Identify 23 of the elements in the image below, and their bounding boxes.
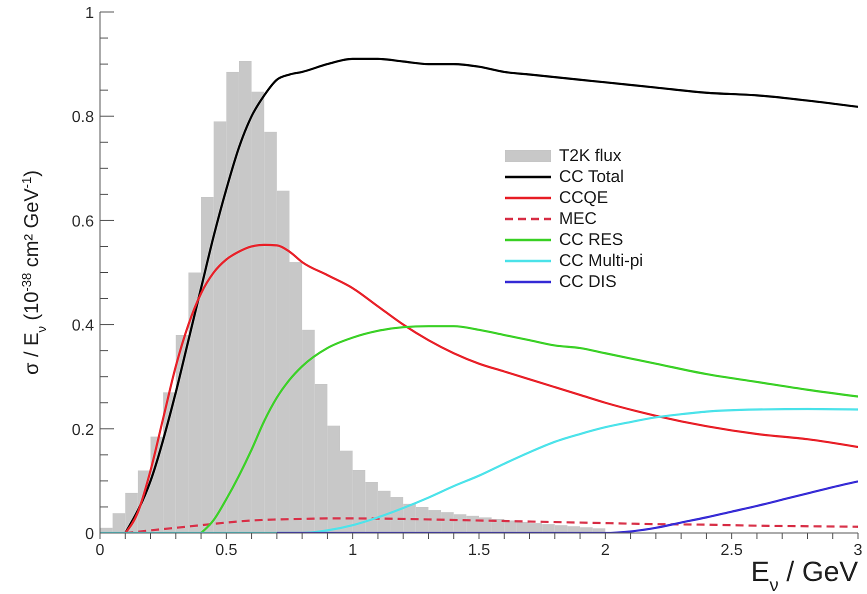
y-tick-label: 0.2	[72, 422, 94, 439]
y-tick-label: 0	[85, 526, 94, 543]
line-series	[200, 325, 858, 533]
x-tick-label: 0	[96, 542, 105, 559]
line-series	[276, 480, 858, 533]
x-tick-label: 1	[348, 542, 358, 559]
legend-label: CC Total	[559, 166, 624, 187]
y-tick-label: 1	[85, 5, 94, 22]
x-tick-label: 2.5	[720, 542, 743, 559]
x-tick-label: 3	[854, 542, 863, 559]
legend-label: MEC	[559, 208, 597, 229]
y-tick-label: 0.6	[72, 213, 94, 230]
legend-label: CCQE	[559, 187, 608, 208]
legend-label: CC Multi-pi	[559, 250, 644, 271]
legend-label: T2K flux	[559, 145, 622, 166]
legend-label: CC RES	[559, 229, 624, 250]
y-tick-label: 0.8	[72, 109, 94, 126]
x-tick-label: 0.5	[215, 542, 238, 559]
x-tick-label: 1.5	[468, 542, 490, 559]
x-tick-label: 2	[600, 542, 610, 559]
y-tick-label: 0.4	[72, 318, 94, 335]
x-axis-title: E$_{ν}$ / GeV	[750, 556, 858, 594]
legend-label: CC DIS	[559, 271, 617, 292]
